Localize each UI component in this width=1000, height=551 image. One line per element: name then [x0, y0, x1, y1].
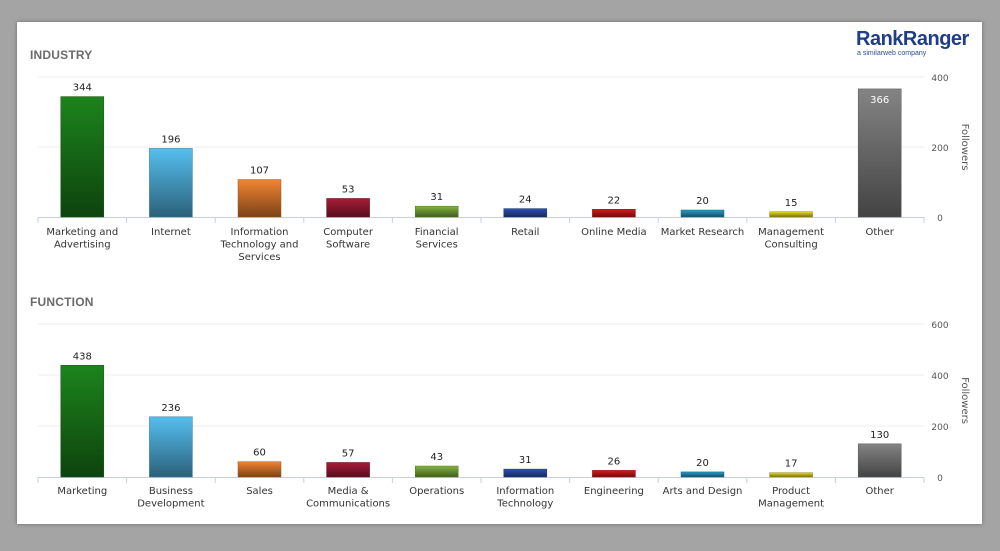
bar-value-label: 366 [870, 95, 889, 106]
bar-3[interactable] [326, 198, 370, 218]
industry-chart: 0 200 400 Followers 344 Marketing and Advertis… [37, 74, 970, 263]
bar-value-label: 31 [430, 192, 443, 203]
bar-value-label: 31 [519, 455, 532, 466]
category-label: Communications [306, 499, 390, 510]
bar-9[interactable] [857, 88, 902, 218]
category-label: Information [496, 486, 554, 497]
category-label: Online Media [581, 227, 646, 238]
bar-4[interactable] [414, 205, 459, 218]
bar-value-label: 15 [785, 198, 798, 209]
category-label: Information [231, 227, 289, 238]
y-tick-label: 0 [937, 474, 943, 484]
y-tick-label: 0 [937, 214, 943, 224]
bar-value-label: 57 [342, 448, 355, 459]
bar-5[interactable] [503, 468, 548, 478]
category-label: Other [865, 227, 894, 238]
bar-2[interactable] [237, 461, 282, 478]
y-tick-label: 400 [931, 74, 948, 84]
category-label: Financial [415, 227, 459, 238]
bar-4[interactable] [414, 465, 459, 478]
bar-1[interactable] [149, 148, 193, 218]
bar-value-label: 196 [161, 134, 180, 145]
category-label: Software [326, 240, 370, 251]
function-title: FUNCTION [30, 295, 94, 309]
bar-8[interactable] [769, 211, 813, 218]
y-tick-label: 600 [931, 321, 948, 331]
bar-0[interactable] [60, 365, 105, 478]
bar-5[interactable] [503, 208, 548, 218]
y-tick-label: 200 [931, 423, 948, 433]
bar-value-label: 438 [73, 351, 92, 362]
category-label: Sales [246, 486, 273, 497]
category-label: Marketing [57, 486, 107, 497]
category-label: Technology and [219, 240, 298, 251]
y-axis-label: Followers [959, 377, 970, 424]
bar-value-label: 130 [870, 430, 889, 441]
bar-value-label: 236 [161, 403, 180, 414]
rankranger-logo: RankRanger a similarweb company [856, 29, 969, 57]
bar-value-label: 24 [519, 195, 532, 206]
bar-value-label: 20 [696, 196, 709, 207]
category-label: Services [238, 252, 280, 263]
logo-text-rank: Rank [856, 28, 903, 50]
bar-0[interactable] [60, 96, 105, 218]
logo-tagline: a similarweb company [857, 50, 927, 57]
bar-2[interactable] [237, 179, 282, 218]
category-label: Arts and Design [663, 486, 743, 497]
bar-8[interactable] [769, 472, 813, 478]
bar-1[interactable] [149, 416, 193, 478]
bar-value-label: 107 [250, 166, 269, 177]
y-axis-label: Followers [959, 124, 970, 171]
bar-6[interactable] [592, 470, 636, 478]
category-label: Retail [511, 227, 539, 238]
category-label: Management [758, 499, 824, 510]
category-label: Other [865, 486, 894, 497]
category-label: Management [758, 227, 824, 238]
bar-value-label: 344 [73, 83, 92, 94]
category-label: Engineering [584, 486, 644, 497]
industry-title: INDUSTRY [30, 48, 93, 62]
bar-value-label: 20 [696, 458, 709, 469]
bar-7[interactable] [680, 471, 725, 478]
category-label: Services [416, 240, 458, 251]
category-label: Advertising [54, 240, 111, 251]
bar-9[interactable] [857, 443, 902, 478]
bar-value-label: 26 [608, 456, 621, 467]
y-tick-label: 200 [931, 144, 948, 154]
y-tick-label: 400 [931, 372, 948, 382]
category-label: Product [772, 486, 810, 497]
category-label: Development [137, 499, 204, 510]
category-label: Consulting [765, 240, 818, 251]
category-label: Media & [328, 486, 369, 497]
bar-6[interactable] [592, 209, 636, 218]
bar-value-label: 53 [342, 184, 355, 195]
bar-value-label: 17 [785, 459, 798, 470]
category-label: Operations [409, 486, 464, 497]
category-label: Marketing and [46, 227, 118, 238]
logo-text-ranger: Ranger [902, 28, 969, 50]
category-label: Technology [496, 499, 553, 510]
bar-value-label: 43 [430, 452, 443, 463]
category-label: Business [149, 486, 193, 497]
bar-value-label: 22 [608, 195, 621, 206]
bar-3[interactable] [326, 462, 370, 478]
category-label: Computer [323, 227, 374, 238]
category-label: Market Research [661, 227, 744, 238]
category-label: Internet [151, 227, 191, 238]
bar-value-label: 60 [253, 448, 266, 459]
bar-7[interactable] [680, 209, 725, 218]
